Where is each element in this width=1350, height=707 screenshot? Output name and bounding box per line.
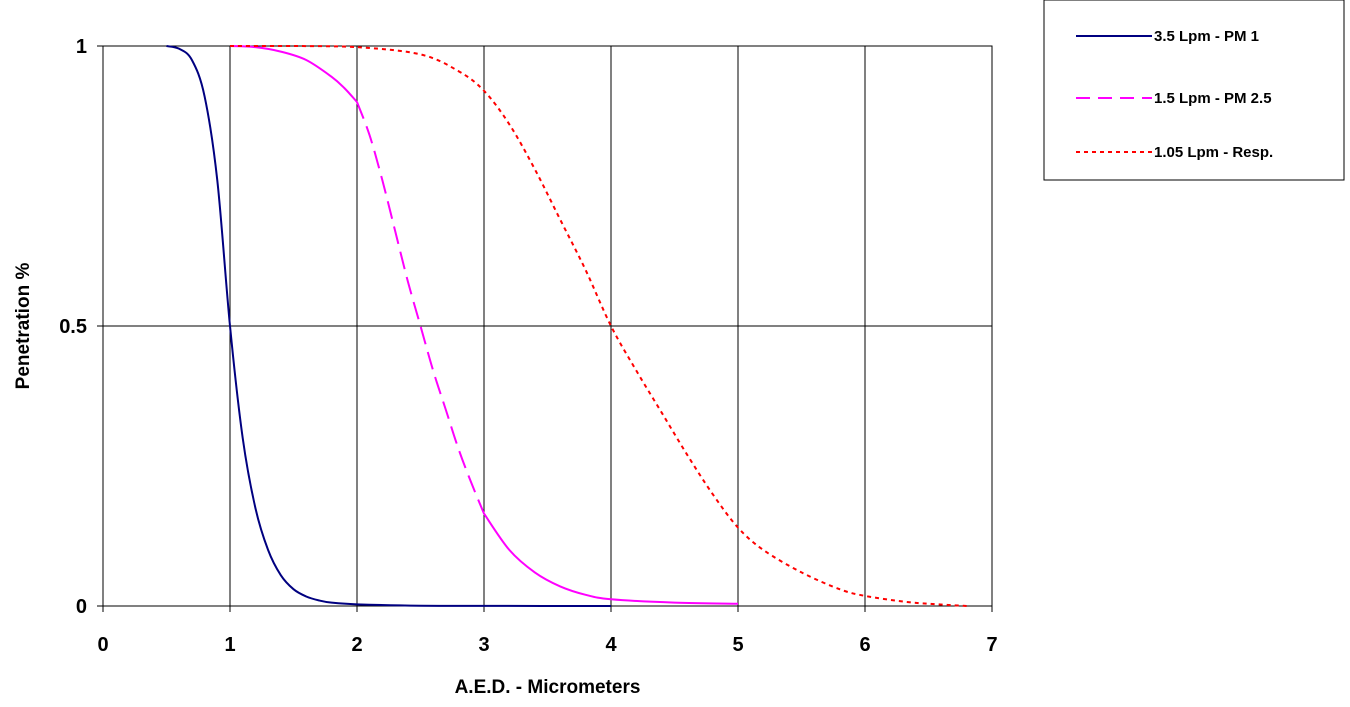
legend-label: 3.5 Lpm - PM 1: [1154, 28, 1259, 45]
legend-label: 1.5 Lpm - PM 2.5: [1154, 90, 1272, 107]
y-tick-label: 0: [76, 596, 87, 618]
x-tick-label: 1: [224, 634, 235, 656]
series-3: [230, 45, 967, 607]
y-tick-label: 1: [76, 36, 87, 58]
series-line-dashed: [356, 101, 485, 514]
series-1: [166, 45, 612, 607]
x-tick-label: 6: [859, 634, 870, 656]
series-line: [166, 45, 612, 607]
x-tick-label: 5: [732, 634, 743, 656]
series-line: [483, 513, 739, 605]
legend: 3.5 Lpm - PM 1 1.5 Lpm - PM 2.5 1.05 Lpm -…: [1043, 0, 1345, 181]
x-tick-label: 4: [605, 634, 617, 656]
x-axis-title: A.E.D. - Micrometers: [455, 677, 641, 698]
series-2: [229, 45, 739, 605]
y-axis-title: Penetration %: [13, 263, 34, 390]
legend-entry: 1.5 Lpm - PM 2.5: [1076, 90, 1272, 107]
x-tick-label: 0: [97, 634, 108, 656]
series-layer: [166, 45, 967, 607]
legend-entry: 1.05 Lpm - Resp.: [1076, 144, 1273, 161]
x-tick-label: 3: [478, 634, 489, 656]
legend-label: 1.05 Lpm - Resp.: [1154, 144, 1273, 161]
series-line: [230, 45, 967, 607]
legend-box: [1043, 0, 1345, 181]
y-tick-label: 0.5: [59, 316, 87, 338]
legend-entry: 3.5 Lpm - PM 1: [1076, 28, 1259, 45]
x-tick-label: 7: [986, 634, 997, 656]
series-line: [229, 45, 358, 103]
grid-lines: [103, 46, 992, 606]
x-tick-label: 2: [351, 634, 362, 656]
axis-ticks: 0 1 2 3 4 5 6 7 0 0.5 1: [59, 36, 997, 656]
